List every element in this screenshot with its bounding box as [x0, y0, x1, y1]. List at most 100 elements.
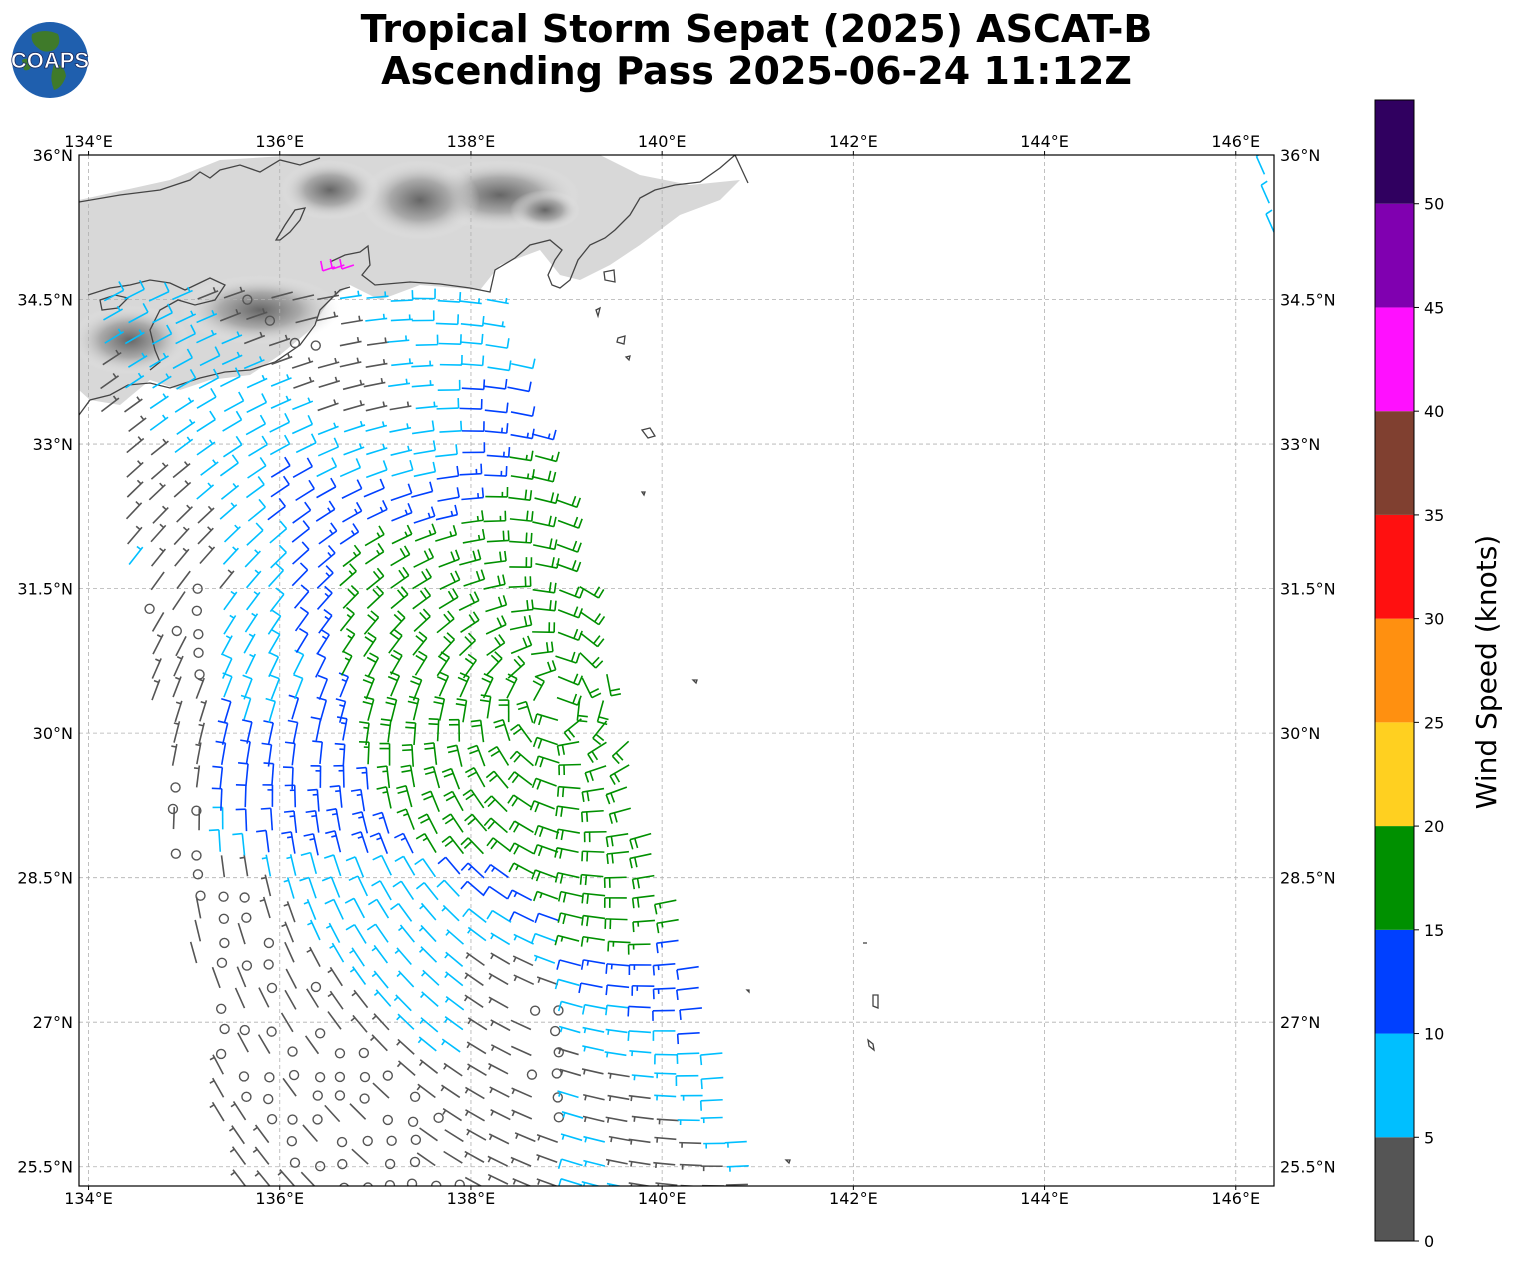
wind-barb [312, 740, 324, 765]
wind-barb [212, 765, 224, 790]
wind-barb [367, 898, 390, 919]
wind-barb [464, 1109, 485, 1122]
wind-barb [516, 700, 534, 723]
wind-barb [556, 959, 582, 970]
wind-barb [675, 1074, 699, 1086]
calm-circle [454, 1179, 465, 1186]
wind-barb [405, 721, 417, 746]
wind-barb [260, 874, 272, 897]
wind-barb [317, 674, 329, 700]
wind-barb [507, 771, 533, 786]
lat-tick-label-right: 34.5°N [1280, 291, 1336, 310]
wind-barb [198, 722, 205, 745]
wind-barb [437, 856, 461, 875]
wind-barb [149, 414, 169, 431]
wind-barb [271, 291, 293, 299]
wind-barb [444, 971, 464, 987]
wind-barb [488, 1133, 510, 1145]
calm-circle [239, 1024, 250, 1036]
wind-barb [511, 1109, 533, 1120]
wind-barb [578, 982, 603, 994]
wind-barb [418, 946, 438, 963]
wind-barb [556, 540, 582, 553]
wind-barb [627, 943, 651, 955]
wind-barb [193, 765, 201, 788]
wind-barb [410, 675, 423, 701]
wind-barb [433, 696, 446, 721]
wind-barb [487, 1173, 509, 1185]
wind-barb [229, 1146, 247, 1165]
wind-barb [342, 501, 363, 523]
wind-barb [514, 1132, 536, 1143]
wind-barb [448, 718, 461, 742]
wind-barb [511, 358, 536, 370]
wind-barb [437, 487, 460, 502]
wind-barb [676, 965, 699, 980]
wind-barb [172, 676, 182, 698]
wind-barb [200, 459, 219, 476]
wind-barb [557, 628, 583, 641]
wind-barb [506, 889, 533, 901]
wind-barb [127, 352, 148, 368]
lon-tick-label-top: 144°E [1020, 132, 1069, 151]
wind-barb [221, 351, 243, 366]
wind-barb [343, 400, 365, 412]
wind-barb [579, 632, 605, 648]
wind-barb [583, 1135, 606, 1143]
wind-barb [605, 984, 630, 996]
calm-circle [242, 294, 253, 305]
colorbar-tick-label: 35 [1424, 506, 1444, 525]
wind-barb [365, 313, 388, 322]
wind-barb [677, 1119, 700, 1126]
wind-barb [292, 294, 315, 301]
wind-barb [559, 1068, 582, 1077]
colorbar-tick-label: 0 [1424, 1232, 1434, 1251]
wind-barb [699, 1098, 723, 1111]
wind-barb [436, 398, 460, 410]
wind-barb [508, 820, 534, 833]
wind-barb [376, 786, 392, 809]
calm-circle [238, 1071, 250, 1082]
wind-barb [339, 458, 362, 478]
wind-barb [245, 476, 265, 499]
wind-barb [557, 890, 583, 903]
wind-barb [316, 457, 338, 478]
wind-barb [461, 421, 485, 433]
wind-barb [317, 437, 340, 457]
colorbar: 0 5 10 15 20 25 30 35 40 45 50 [1374, 99, 1444, 1251]
wind-barb [411, 481, 434, 498]
calm-circle [358, 1047, 370, 1059]
wind-barb [325, 830, 342, 853]
wind-barb [576, 698, 588, 723]
wind-barb [556, 560, 582, 573]
wind-barb [151, 658, 162, 679]
wind-barb [335, 698, 347, 723]
wind-barb [148, 282, 170, 302]
wind-barb [285, 968, 298, 989]
wind-barb [219, 569, 235, 589]
calm-circle [191, 850, 202, 861]
wind-barb [511, 599, 534, 613]
terrain [79, 155, 740, 405]
wind-barb [247, 498, 266, 522]
wind-barb [102, 349, 122, 366]
wind-barb [628, 1138, 651, 1145]
wind-barb [699, 1052, 723, 1066]
wind-barb [327, 1011, 342, 1030]
wind-barb [316, 628, 330, 654]
wind-barb [460, 355, 485, 367]
wind-barb [627, 1030, 651, 1041]
wind-barb [246, 393, 268, 414]
wind-barb [420, 991, 439, 1008]
wind-barb [299, 876, 317, 899]
lat-ticks-left: 36°N 34.5°N 33°N 31.5°N 30°N 28.5°N 27°N 25.5°N [17, 146, 73, 1177]
wind-barb [150, 438, 169, 456]
wind-barb [412, 568, 432, 590]
calm-circle [287, 1046, 298, 1057]
wind-barb [342, 584, 360, 609]
wind-barb [700, 1116, 723, 1124]
wind-barb [172, 286, 193, 301]
lat-tick-label-left: 33°N [33, 435, 73, 454]
wind-barb [508, 862, 534, 875]
wind-barb [258, 987, 270, 1008]
